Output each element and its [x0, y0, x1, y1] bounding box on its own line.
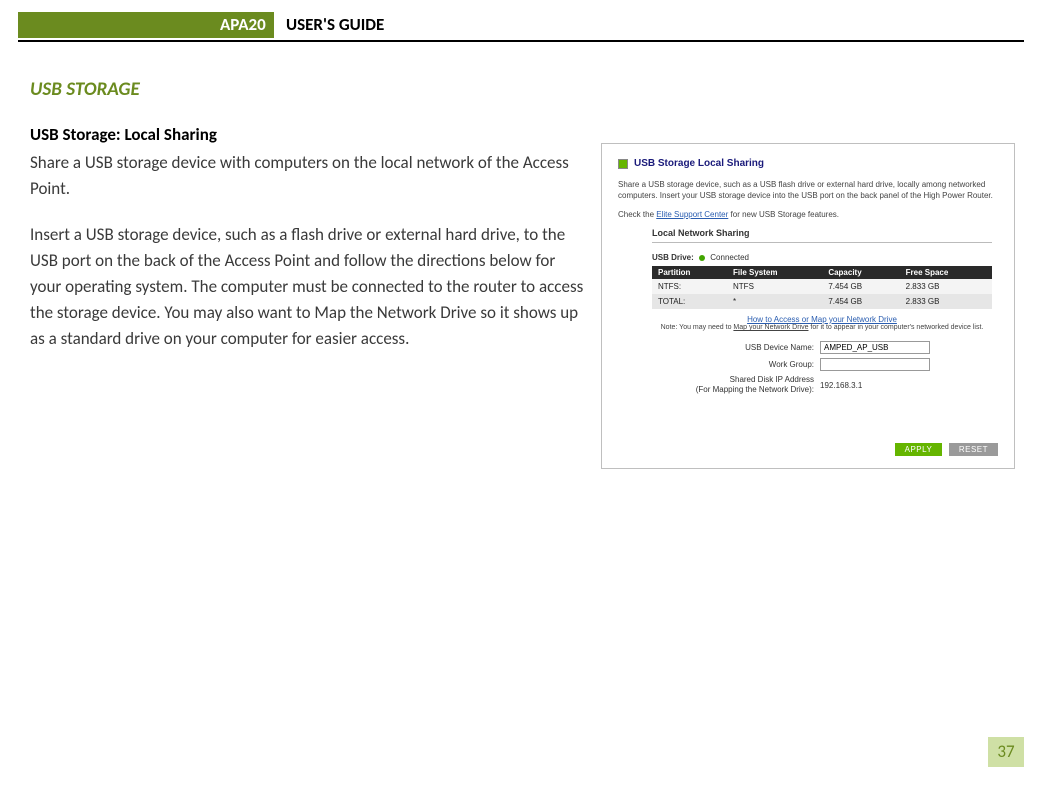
section-subheading: USB Storage: Local Sharing: [30, 124, 217, 145]
table-row: NTFS: NTFS 7.454 GB 2.833 GB: [652, 279, 992, 294]
status-dot-icon: [699, 255, 705, 261]
shared-ip-row: Shared Disk IP Address (For Mapping the …: [652, 375, 992, 395]
header-rule: [18, 40, 1024, 42]
cell: NTFS: [727, 279, 822, 294]
usb-drive-label: USB Drive:: [652, 253, 694, 262]
shared-ip-value: 192.168.3.1: [820, 381, 862, 390]
cell: *: [727, 294, 822, 309]
desc-text-1: Share a USB storage device, such as a US…: [618, 180, 993, 200]
howto-map-link[interactable]: How to Access or Map your Network Drive: [747, 315, 897, 324]
partition-table: Partition File System Capacity Free Spac…: [652, 266, 992, 309]
screenshot-panel: USB Storage Local Sharing Share a USB st…: [601, 143, 1015, 469]
page-header: APA20 USER'S GUIDE: [0, 12, 1024, 40]
cell: 2.833 GB: [900, 294, 992, 309]
title-color-square-icon: [618, 159, 628, 169]
col-partition: Partition: [652, 266, 727, 279]
header-product-tag: APA20: [212, 12, 274, 38]
howto-link-row: How to Access or Map your Network Drive: [652, 315, 992, 324]
screenshot-title-row: USB Storage Local Sharing: [618, 158, 998, 169]
workgroup-input[interactable]: [820, 358, 930, 371]
note-pre: Note: You may need to: [661, 324, 734, 331]
cell: NTFS:: [652, 279, 727, 294]
workgroup-label: Work Group:: [652, 360, 820, 370]
cell: 7.454 GB: [822, 294, 899, 309]
shared-ip-label: Shared Disk IP Address (For Mapping the …: [652, 375, 820, 395]
screenshot-title: USB Storage Local Sharing: [634, 158, 764, 169]
col-capacity: Capacity: [822, 266, 899, 279]
map-note: Note: You may need to Map your Network D…: [652, 324, 992, 331]
col-file-system: File System: [727, 266, 822, 279]
col-free-space: Free Space: [900, 266, 992, 279]
table-row: TOTAL: * 7.454 GB 2.833 GB: [652, 294, 992, 309]
local-sharing-block: Local Network Sharing USB Drive: Connect…: [652, 228, 992, 395]
local-sharing-heading: Local Network Sharing: [652, 228, 992, 243]
header-doc-title: USER'S GUIDE: [286, 12, 384, 38]
paragraph-instructions: Insert a USB storage device, such as a f…: [30, 222, 585, 352]
screenshot-description-2: Check the Elite Support Center for new U…: [618, 209, 998, 220]
device-name-input[interactable]: [820, 341, 930, 354]
cell: 7.454 GB: [822, 279, 899, 294]
page-number-badge: 37: [988, 737, 1024, 767]
cell: TOTAL:: [652, 294, 727, 309]
section-heading: USB STORAGE: [30, 78, 140, 101]
desc-post: for new USB Storage features.: [728, 210, 839, 219]
usb-drive-status: Connected: [710, 253, 749, 262]
desc-pre: Check the: [618, 210, 656, 219]
paragraph-intro: Share a USB storage device with computer…: [30, 150, 585, 202]
workgroup-row: Work Group:: [652, 358, 992, 371]
reset-button[interactable]: RESET: [949, 443, 998, 456]
apply-button[interactable]: APPLY: [895, 443, 943, 456]
table-header-row: Partition File System Capacity Free Spac…: [652, 266, 992, 279]
screenshot-description: Share a USB storage device, such as a US…: [618, 179, 998, 201]
note-link[interactable]: Map your Network Drive: [733, 324, 808, 331]
usb-drive-status-row: USB Drive: Connected: [652, 253, 992, 262]
cell: 2.833 GB: [900, 279, 992, 294]
elite-support-link[interactable]: Elite Support Center: [656, 210, 728, 219]
button-row: APPLY RESET: [891, 443, 998, 456]
device-name-row: USB Device Name:: [652, 341, 992, 354]
note-post: for it to appear in your computer's netw…: [808, 324, 983, 331]
device-name-label: USB Device Name:: [652, 343, 820, 353]
